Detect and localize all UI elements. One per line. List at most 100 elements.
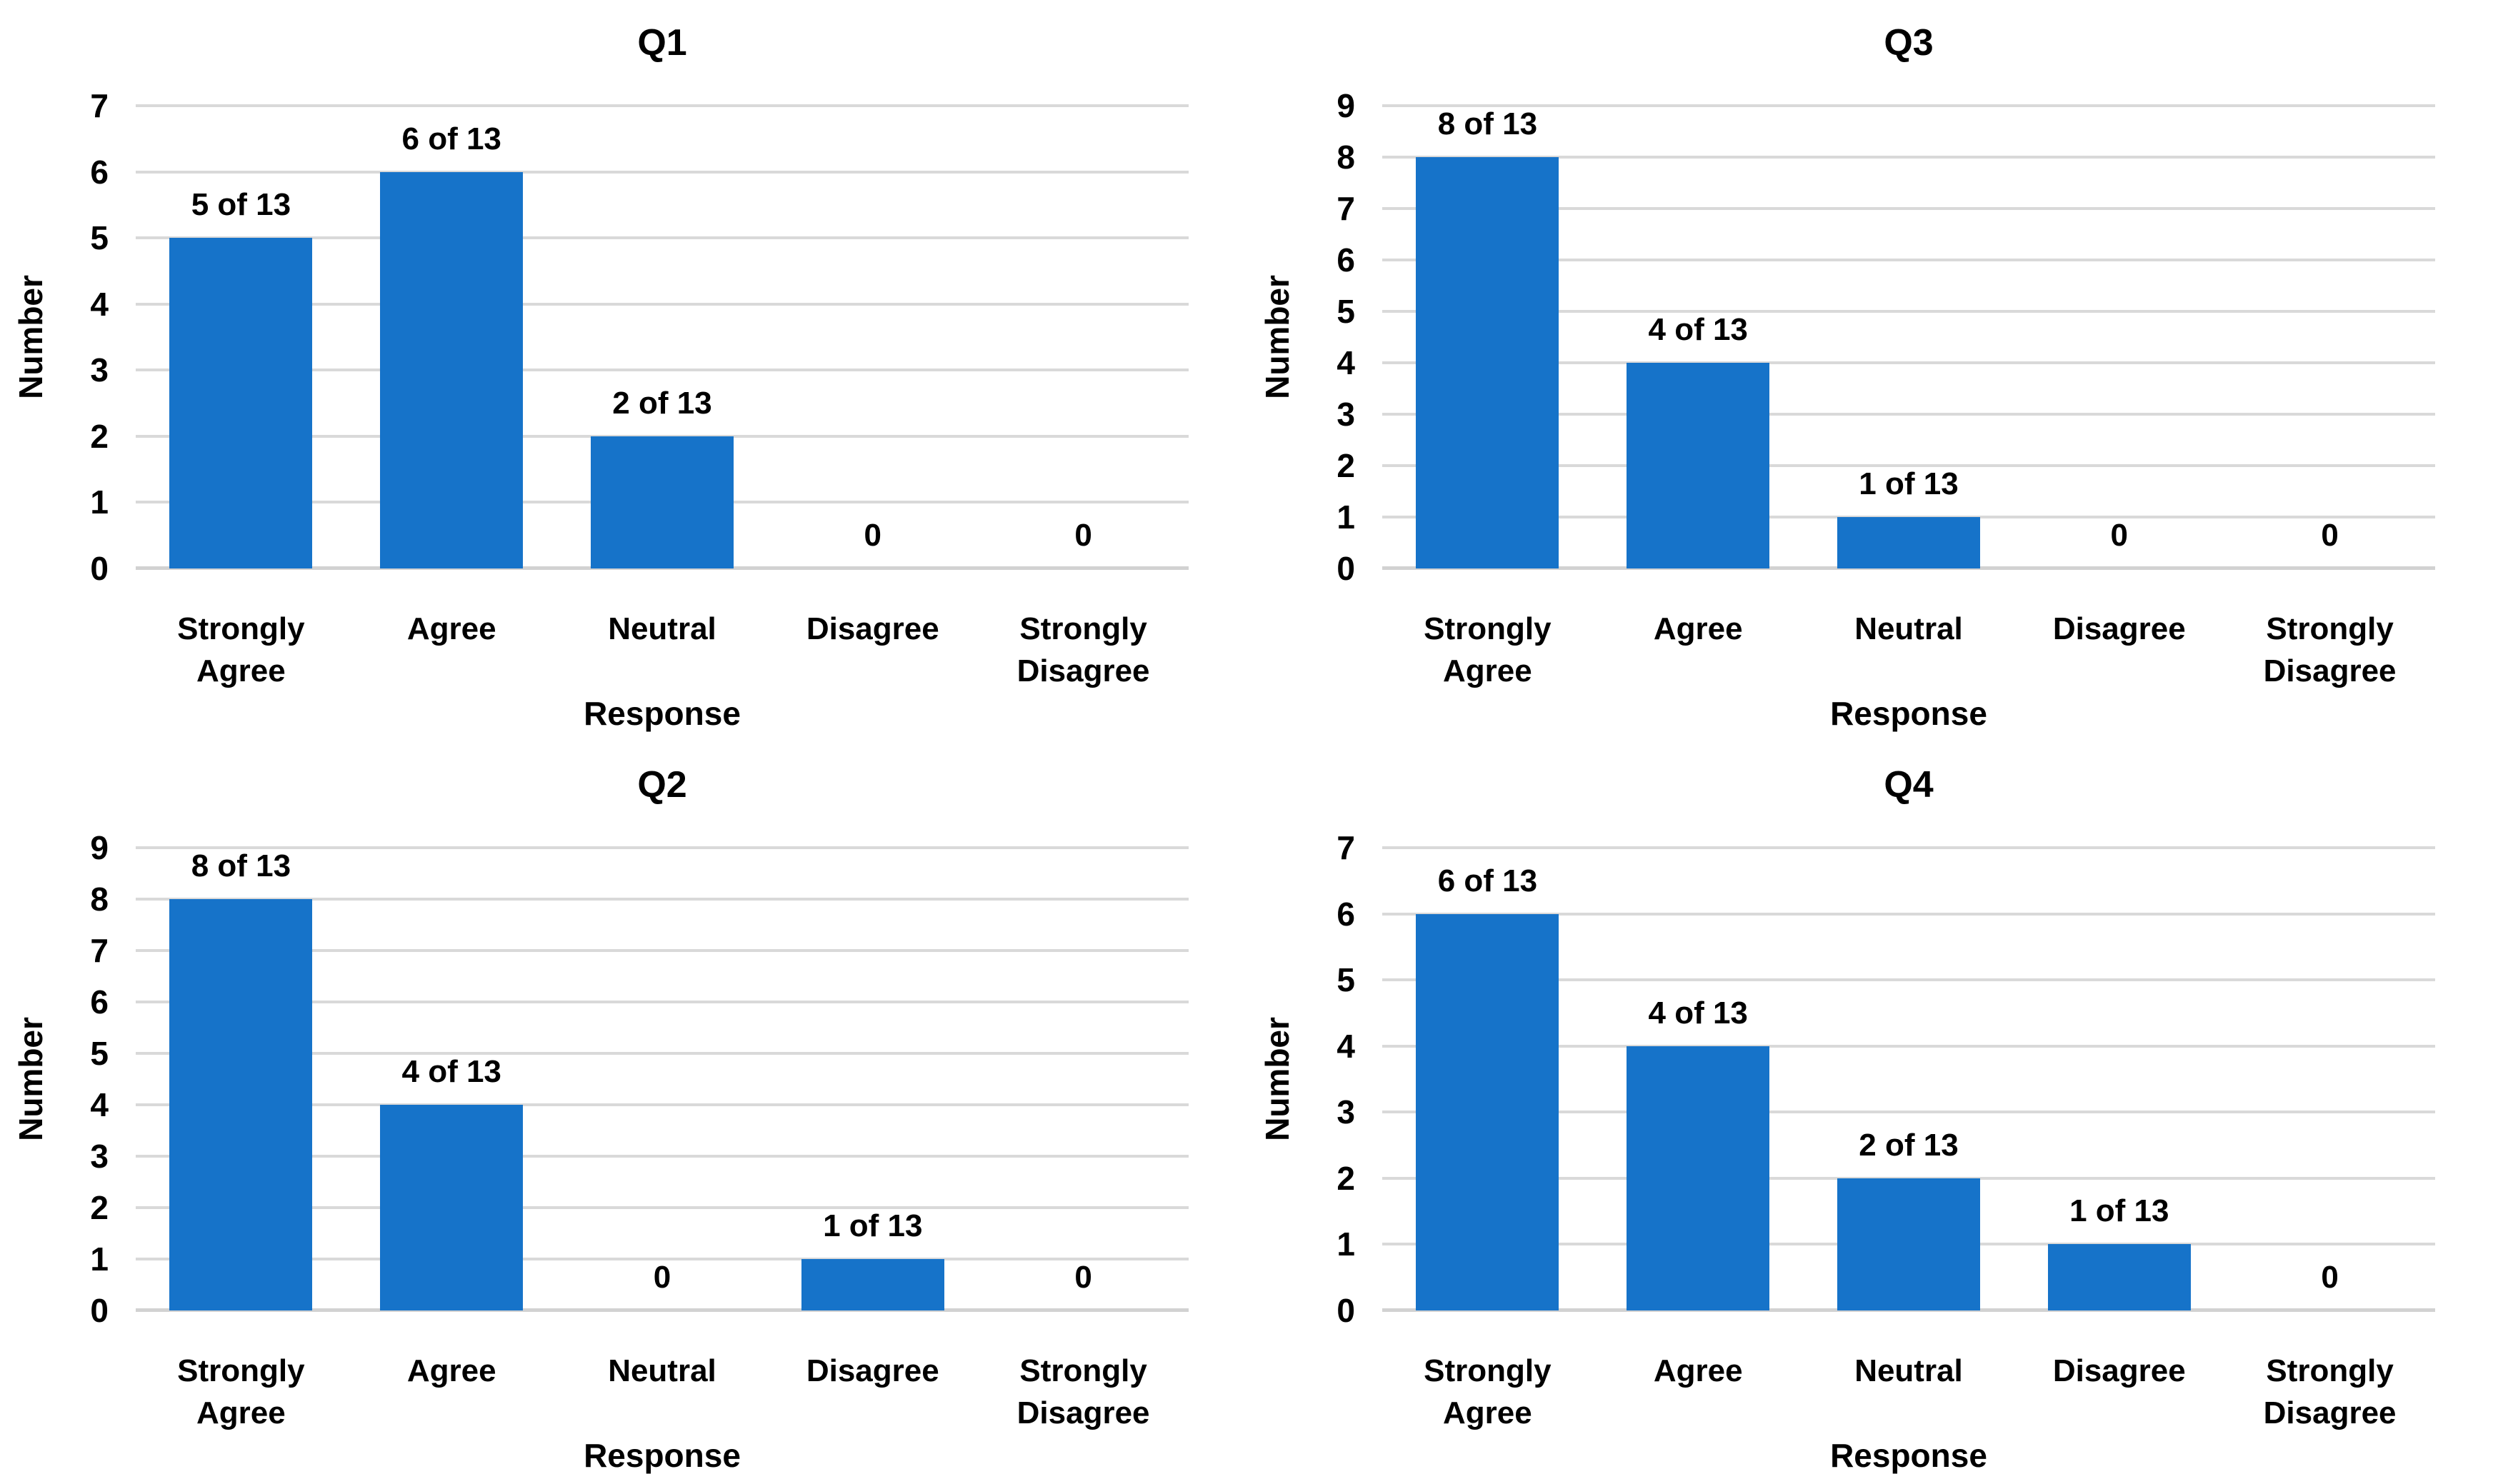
gridline (1382, 104, 2435, 107)
y-tick-label: 6 (90, 153, 109, 191)
x-category-label: Neutral (557, 1350, 768, 1435)
x-category-label: Strongly Agree (1382, 1350, 1593, 1435)
y-tick-label: 8 (1337, 139, 1355, 176)
plot-area: 6 of 13 4 of 13 2 of 13 1 of 13 0 (1382, 846, 2435, 1312)
bar-agree (380, 171, 524, 568)
gridline (136, 1052, 1189, 1055)
x-category-label-text: Strongly Disagree (1016, 611, 1150, 689)
gridline (136, 1258, 1189, 1261)
bar-neutral (590, 436, 734, 568)
gridline (136, 949, 1189, 952)
bar-disagree (2047, 1244, 2191, 1310)
x-category-label-text: Agree (406, 611, 496, 646)
x-category-label-text: Disagree (806, 611, 939, 646)
y-tick-label: 4 (1337, 344, 1355, 382)
x-category-label: Strongly Disagree (2224, 608, 2435, 693)
y-tick-label: 7 (90, 87, 109, 124)
y-tick-label: 0 (1337, 1292, 1355, 1329)
bar-value-label: 6 of 13 (1437, 863, 1538, 898)
x-category-label: Neutral (1804, 608, 2014, 693)
y-tick-labels: 0 1 2 3 4 5 6 7 (0, 89, 109, 585)
bar-value-label: 4 of 13 (1648, 995, 1748, 1031)
x-category-labels: Strongly Agree Agree Neutral Disagree Strong… (1382, 608, 2435, 693)
bar-value-label: 0 (2321, 1260, 2339, 1295)
gridline (1382, 156, 2435, 159)
x-axis-title: Response (584, 695, 741, 732)
x-category-label-text: Neutral (1854, 1353, 1963, 1388)
gridline (136, 236, 1189, 240)
y-tick-label: 3 (1337, 396, 1355, 433)
chart-title: Q3 (1884, 22, 1934, 64)
x-category-label: Strongly Disagree (2224, 1350, 2435, 1435)
bar-neutral (1837, 517, 1980, 568)
x-category-label: Strongly Agree (136, 608, 346, 693)
bar-agree (1627, 363, 1770, 568)
gridline (1382, 1044, 2435, 1048)
y-tick-label: 4 (1337, 1027, 1355, 1065)
gridline (1382, 310, 2435, 313)
y-tick-label: 2 (1337, 1159, 1355, 1197)
x-category-label: Neutral (557, 608, 768, 693)
x-category-labels: Strongly Agree Agree Neutral Disagree Strong… (136, 608, 1189, 693)
bar-value-label: 4 of 13 (401, 1054, 501, 1090)
bar-agree (380, 1105, 524, 1310)
x-category-label-text: Neutral (608, 1353, 716, 1388)
y-tick-label: 5 (90, 219, 109, 257)
x-category-label: Agree (1593, 608, 1804, 693)
bar-value-label: 1 of 13 (823, 1208, 923, 1244)
y-tick-labels: 0 1 2 3 4 5 6 7 8 9 (0, 831, 109, 1327)
bar-disagree (801, 1259, 944, 1310)
x-category-label: Strongly Agree (1382, 608, 1593, 693)
bar-value-label: 2 of 13 (1859, 1127, 1959, 1163)
y-tick-labels: 0 1 2 3 4 5 6 7 (1246, 831, 1355, 1327)
bar-strongly-agree (169, 899, 313, 1310)
y-tick-label: 1 (1337, 1225, 1355, 1263)
gridline (1382, 207, 2435, 210)
y-tick-label: 3 (1337, 1093, 1355, 1131)
x-category-label-text: Agree (1653, 611, 1743, 646)
y-tick-label: 3 (90, 1138, 109, 1175)
y-tick-labels: 0 1 2 3 4 5 6 7 8 9 (1246, 89, 1355, 585)
y-tick-label: 8 (90, 881, 109, 918)
gridline (136, 1103, 1189, 1107)
chart-title: Q1 (637, 22, 687, 64)
x-axis-title: Response (1830, 695, 1987, 732)
x-category-label: Disagree (767, 608, 978, 693)
gridline (1382, 413, 2435, 416)
bar-value-label: 4 of 13 (1648, 312, 1748, 348)
gridline (1382, 259, 2435, 262)
y-tick-label: 6 (1337, 241, 1355, 279)
gridline (136, 170, 1189, 174)
bar-strongly-agree (169, 238, 313, 568)
x-category-label: Strongly Agree (136, 1350, 346, 1435)
y-tick-label: 1 (90, 1240, 109, 1278)
x-category-label-text: Disagree (2052, 611, 2186, 646)
bar-value-label: 0 (653, 1260, 671, 1295)
y-tick-label: 4 (90, 285, 109, 323)
y-tick-label: 7 (90, 932, 109, 969)
x-category-label-text: Strongly Agree (1424, 611, 1552, 689)
y-tick-label: 0 (90, 1292, 109, 1329)
gridline (1382, 846, 2435, 849)
y-tick-label: 5 (1337, 293, 1355, 330)
x-category-label-text: Agree (1653, 1353, 1743, 1388)
x-category-label: Agree (1593, 1350, 1804, 1435)
y-tick-label: 2 (90, 1189, 109, 1227)
x-category-label-text: Strongly Disagree (2263, 1353, 2397, 1431)
y-tick-label: 9 (1337, 87, 1355, 124)
bar-neutral (1837, 1178, 1980, 1310)
bar-value-label: 0 (1074, 518, 1092, 553)
x-category-label: Agree (346, 1350, 557, 1435)
x-category-label-text: Strongly Agree (1424, 1353, 1552, 1431)
y-tick-label: 9 (90, 829, 109, 866)
x-category-label: Disagree (2014, 608, 2224, 693)
x-category-label: Disagree (2014, 1350, 2224, 1435)
y-tick-label: 2 (1337, 447, 1355, 485)
x-category-label-text: Disagree (2052, 1353, 2186, 1388)
gridline (1382, 912, 2435, 916)
x-category-label-text: Agree (406, 1353, 496, 1388)
